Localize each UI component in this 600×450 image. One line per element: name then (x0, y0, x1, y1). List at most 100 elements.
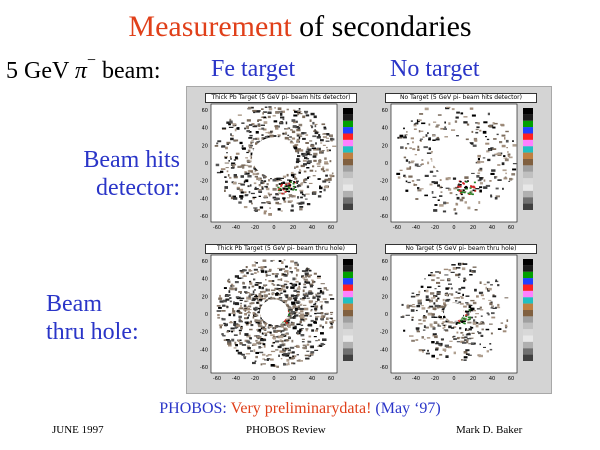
hit-mark (276, 177, 281, 180)
hit-mark (436, 357, 439, 360)
hit-mark (232, 123, 237, 126)
hit-mark (236, 309, 240, 313)
hit-mark (285, 305, 290, 308)
hit-mark (489, 323, 493, 325)
hit-mark (452, 267, 457, 270)
hit-mark (248, 137, 253, 139)
hit-mark (239, 321, 243, 323)
row-label-line: Beam (46, 291, 102, 317)
hit-mark (289, 184, 292, 186)
hit-mark (237, 351, 242, 355)
color-scale-segment (343, 139, 353, 147)
hit-mark (403, 127, 405, 130)
hit-mark (416, 179, 421, 181)
hit-mark (238, 319, 241, 323)
hit-mark (416, 122, 419, 125)
hit-mark (318, 159, 322, 161)
hit-mark (261, 186, 264, 189)
hit-mark (258, 266, 261, 268)
hit-mark (278, 297, 283, 299)
hit-mark (238, 329, 242, 332)
hit-mark (475, 324, 479, 328)
hit-mark (465, 314, 468, 316)
hit-mark (215, 163, 220, 167)
hit-mark (263, 111, 267, 113)
hit-mark (302, 289, 305, 293)
hit-mark (329, 149, 331, 152)
plot-title: No Target (5 GeV pi- beam thru hole) (385, 244, 537, 254)
hit-mark (465, 302, 469, 304)
hit-mark (469, 269, 472, 273)
hit-mark (459, 327, 462, 330)
hit-mark (290, 187, 293, 190)
y-tick-label: -40 (380, 347, 388, 353)
hit-mark (320, 342, 324, 346)
hit-mark (237, 277, 242, 279)
hit-mark (258, 346, 261, 349)
hit-mark (489, 180, 492, 182)
hit-mark (325, 312, 329, 314)
hit-mark (315, 142, 317, 145)
hit-mark (303, 178, 306, 182)
color-scale-segment (343, 133, 353, 140)
hit-mark (251, 294, 253, 297)
hit-mark (310, 319, 314, 322)
hit-mark (424, 278, 426, 280)
hit-mark (252, 312, 255, 315)
hit-mark (283, 274, 287, 277)
hit-mark (405, 134, 408, 136)
hit-mark (281, 261, 284, 264)
hit-mark (315, 294, 318, 298)
hit-mark (507, 151, 509, 153)
hit-mark (255, 110, 260, 113)
hit-mark (287, 200, 292, 203)
y-tick-label: -60 (200, 365, 208, 371)
hit-mark (430, 158, 433, 160)
hit-mark (304, 280, 307, 284)
hit-mark (271, 282, 274, 285)
hit-mark (299, 149, 304, 152)
hit-mark (466, 311, 469, 313)
hit-mark (296, 202, 299, 204)
hit-mark (324, 178, 328, 182)
hit-mark (425, 295, 429, 299)
hit-mark (322, 144, 326, 146)
hit-mark (329, 327, 332, 329)
hit-mark (493, 138, 497, 140)
hit-mark (450, 293, 454, 296)
hit-mark (273, 337, 277, 340)
hit-mark (431, 181, 435, 184)
hit-mark (296, 181, 298, 184)
hit-mark (456, 341, 461, 343)
hit-mark (291, 119, 296, 122)
hit-mark (291, 351, 295, 354)
hit-mark (285, 128, 289, 130)
hit-mark (428, 123, 431, 126)
hit-mark (456, 196, 460, 200)
hit-mark (428, 138, 431, 141)
hit-mark (297, 305, 300, 308)
hit-mark (476, 175, 480, 178)
hit-mark (279, 335, 284, 339)
hit-mark (259, 297, 264, 299)
hit-mark (298, 307, 300, 310)
hit-mark (455, 116, 459, 119)
color-scale-segment (343, 197, 353, 204)
hit-mark (483, 186, 488, 189)
hit-mark (255, 355, 258, 359)
hit-mark (281, 268, 286, 270)
hit-mark (216, 142, 219, 145)
hit-mark (492, 154, 496, 157)
x-tick-label: 40 (309, 225, 315, 231)
hit-mark (507, 153, 511, 156)
hit-mark (317, 275, 321, 277)
hit-mark (404, 134, 407, 138)
hit-mark (453, 338, 457, 340)
hit-mark (232, 181, 237, 185)
hit-mark (306, 146, 309, 149)
hit-mark (233, 174, 237, 177)
hit-mark (321, 315, 326, 317)
hit-mark (242, 148, 246, 150)
hit-mark (250, 144, 253, 147)
hit-mark (265, 176, 267, 178)
